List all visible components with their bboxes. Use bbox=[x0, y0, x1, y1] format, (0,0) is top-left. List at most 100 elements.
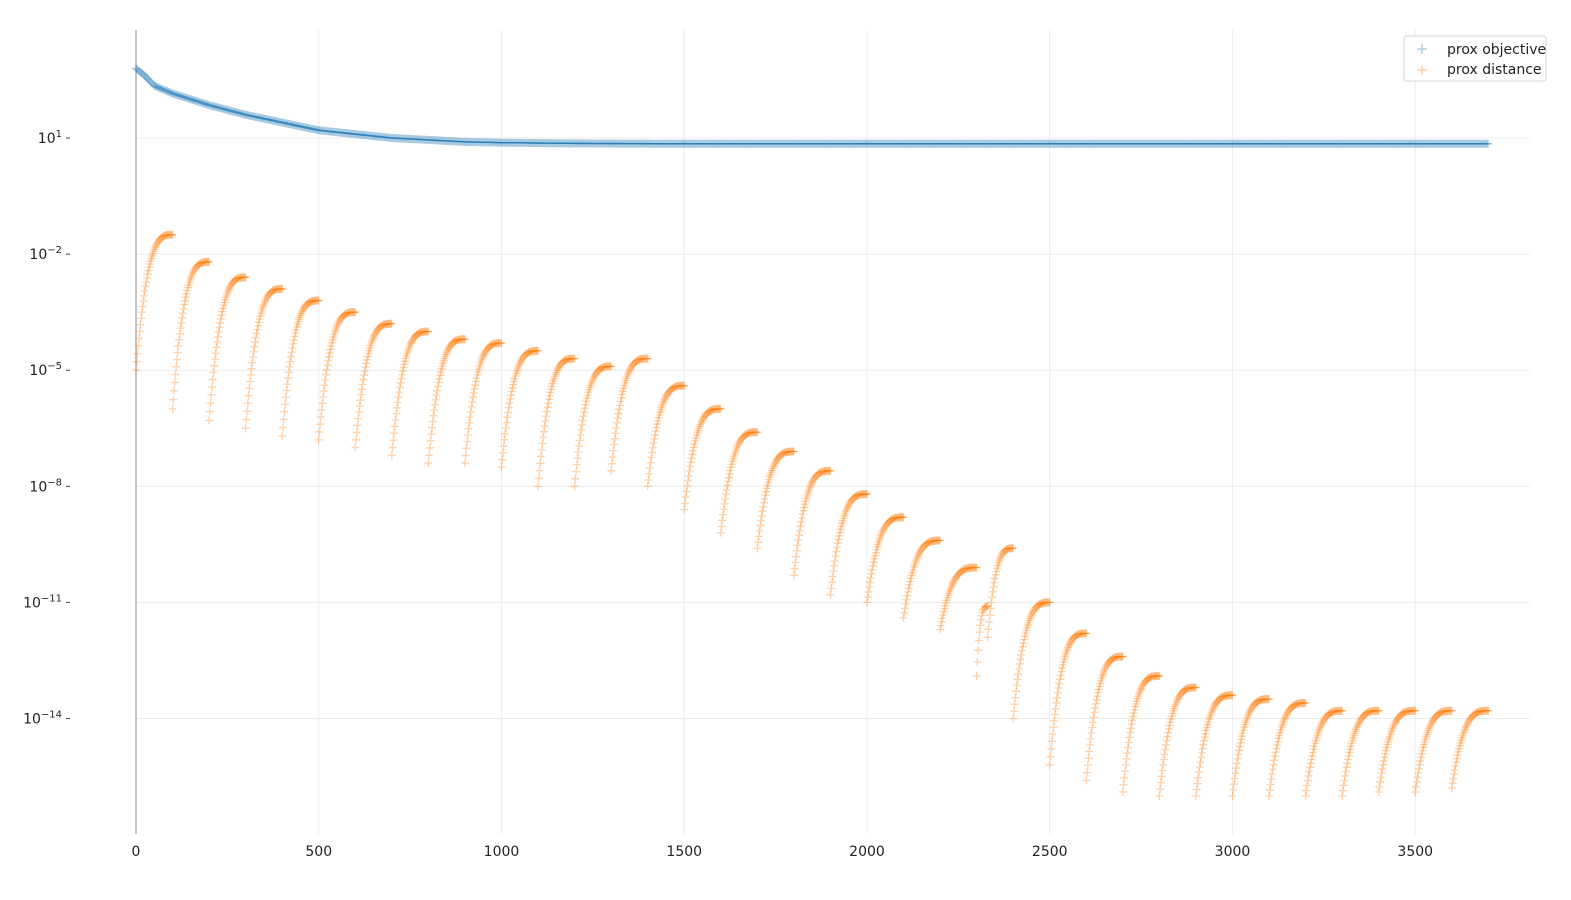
objective-point bbox=[726, 139, 735, 148]
objective-point bbox=[926, 139, 935, 148]
distance-point bbox=[176, 324, 185, 333]
objective-point bbox=[913, 139, 922, 148]
objective-point bbox=[254, 113, 263, 122]
objective-point bbox=[655, 139, 664, 148]
objective-point bbox=[1212, 139, 1221, 148]
distance-point bbox=[253, 325, 262, 334]
distance-point bbox=[1306, 759, 1315, 768]
objective-point bbox=[1440, 139, 1449, 148]
objective-point bbox=[1227, 139, 1236, 148]
distance-point bbox=[362, 355, 371, 364]
objective-point bbox=[1046, 139, 1055, 148]
objective-point bbox=[1168, 139, 1177, 148]
objective-point bbox=[1424, 139, 1433, 148]
objective-point bbox=[1196, 139, 1205, 148]
objective-point bbox=[511, 138, 520, 147]
distance-point bbox=[285, 362, 294, 371]
objective-point bbox=[746, 139, 755, 148]
distance-point bbox=[382, 319, 391, 328]
objective-point bbox=[346, 129, 355, 138]
objective-point bbox=[1267, 139, 1276, 148]
objective-point bbox=[1240, 139, 1249, 148]
objective-point bbox=[843, 139, 852, 148]
objective-point bbox=[1269, 139, 1278, 148]
objective-point bbox=[481, 138, 490, 147]
distance-point bbox=[585, 385, 594, 394]
distance-point bbox=[1129, 712, 1138, 721]
objective-point bbox=[744, 139, 753, 148]
distance-point bbox=[623, 370, 632, 379]
objective-point bbox=[781, 139, 790, 148]
distance-point bbox=[975, 628, 984, 637]
objective-point bbox=[694, 139, 703, 148]
objective-point bbox=[142, 74, 151, 83]
distance-point bbox=[390, 429, 399, 438]
objective-point bbox=[566, 139, 575, 148]
objective-point bbox=[394, 134, 403, 143]
distance-point bbox=[1235, 742, 1244, 751]
distance-point bbox=[1198, 744, 1207, 753]
objective-point bbox=[776, 139, 785, 148]
distance-point bbox=[182, 289, 191, 298]
distance-point bbox=[797, 514, 806, 523]
objective-point bbox=[935, 139, 944, 148]
objective-point bbox=[299, 123, 308, 132]
distance-point bbox=[659, 399, 668, 408]
objective-point bbox=[593, 139, 602, 148]
distance-point bbox=[161, 231, 170, 240]
objective-point bbox=[1435, 139, 1444, 148]
objective-point bbox=[1343, 139, 1352, 148]
objective-point bbox=[748, 139, 757, 148]
objective-point bbox=[747, 139, 756, 148]
objective-point bbox=[683, 139, 692, 148]
objective-point bbox=[1426, 139, 1435, 148]
objective-point bbox=[1004, 139, 1013, 148]
distance-point bbox=[1338, 786, 1347, 795]
distance-point bbox=[936, 625, 945, 634]
objective-point bbox=[1064, 139, 1073, 148]
objective-point bbox=[219, 104, 228, 113]
objective-point bbox=[430, 136, 439, 145]
objective-point bbox=[223, 105, 232, 114]
distance-point bbox=[195, 259, 204, 268]
distance-point bbox=[1447, 784, 1456, 793]
objective-point bbox=[659, 139, 668, 148]
objective-point bbox=[270, 116, 279, 125]
distance-point bbox=[990, 574, 999, 583]
objective-point bbox=[1100, 139, 1109, 148]
objective-point bbox=[1113, 139, 1122, 148]
objective-point bbox=[343, 129, 352, 138]
distance-point bbox=[868, 565, 877, 574]
distance-point bbox=[248, 358, 257, 367]
distance-point bbox=[689, 446, 698, 455]
objective-point bbox=[1442, 139, 1451, 148]
distance-point bbox=[140, 291, 149, 300]
distance-point bbox=[433, 386, 442, 395]
objective-point bbox=[1036, 139, 1045, 148]
objective-point bbox=[983, 139, 992, 148]
objective-point bbox=[176, 92, 185, 101]
distance-point bbox=[753, 544, 762, 553]
objective-point bbox=[736, 139, 745, 148]
objective-point bbox=[869, 139, 878, 148]
distance-point bbox=[689, 443, 698, 452]
objective-point bbox=[1286, 139, 1295, 148]
objective-point bbox=[1376, 139, 1385, 148]
distance-point bbox=[678, 381, 687, 390]
objective-point bbox=[199, 99, 208, 108]
distance-point bbox=[159, 232, 168, 241]
distance-point bbox=[1452, 754, 1461, 763]
objective-point bbox=[1205, 139, 1214, 148]
objective-point bbox=[578, 139, 587, 148]
distance-point bbox=[308, 296, 317, 305]
distance-point bbox=[580, 408, 589, 417]
x-tick-label: 3000 bbox=[1215, 844, 1251, 860]
objective-point bbox=[887, 139, 896, 148]
objective-point bbox=[1380, 139, 1389, 148]
objective-point bbox=[1326, 139, 1335, 148]
distance-point bbox=[167, 230, 176, 239]
distance-point bbox=[658, 401, 667, 410]
objective-point bbox=[386, 133, 395, 142]
objective-point bbox=[286, 120, 295, 129]
objective-point bbox=[1117, 139, 1126, 148]
